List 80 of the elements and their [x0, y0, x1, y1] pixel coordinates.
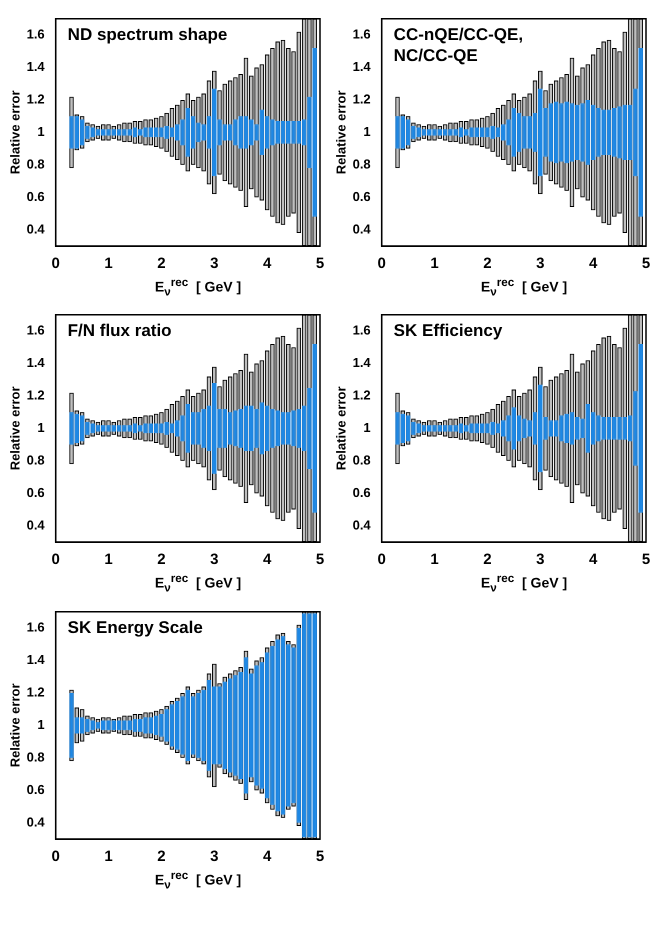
y-axis-title: Relative error [7, 386, 22, 471]
y-tick-label: 0.4 [352, 518, 372, 533]
y-tick-label: 1.4 [352, 59, 372, 74]
y-tick-label: 1.4 [26, 59, 46, 74]
y-axis-title: Relative error [333, 90, 348, 174]
x-tick-label: 4 [262, 848, 272, 866]
y-tick-label: 0.6 [352, 188, 371, 204]
y-tick-label: 0.8 [352, 452, 371, 468]
x-tick-label: 1 [104, 552, 113, 569]
y-tick-label: 1.2 [26, 684, 45, 700]
x-axis-title: E$_{ν}$$^{rec}$ [ GeV ] [480, 276, 568, 298]
y-tick-label: 0.6 [26, 188, 45, 204]
chart-title: F/N flux ratio [68, 321, 172, 340]
y-tick-label: 1.4 [26, 652, 46, 667]
x-tick-label: 2 [483, 552, 492, 569]
y-tick-label: 0.4 [26, 221, 46, 236]
x-tick-label: 0 [52, 552, 60, 569]
chart-title: SK Efficiency [394, 321, 503, 340]
x-tick-label: 4 [262, 255, 272, 272]
x-axis-title: E$_{ν}$$^{rec}$ [ GeV ] [154, 868, 242, 892]
x-tick-label: 2 [157, 552, 166, 569]
y-tick-label: 1.2 [352, 92, 371, 107]
x-tick-label: 0 [52, 848, 60, 866]
y-axis-title: Relative error [7, 683, 22, 768]
x-tick-label: 4 [588, 255, 598, 272]
x-tick-label: 0 [52, 255, 60, 272]
x-tick-label: 0 [378, 255, 386, 272]
y-axis-title: Relative error [333, 386, 348, 471]
x-axis-title: E$_{ν}$$^{rec}$ [ GeV ] [154, 276, 242, 298]
x-tick-label: 2 [483, 255, 492, 272]
y-tick-label: 1.6 [26, 26, 45, 42]
x-tick-label: 3 [536, 255, 544, 272]
y-tick-label: 1 [363, 420, 371, 436]
x-tick-label: 1 [104, 255, 113, 272]
y-tick-label: 0.6 [26, 782, 45, 797]
y-tick-label: 1.2 [26, 92, 45, 107]
y-tick-label: 1 [37, 124, 45, 139]
y-tick-label: 0.6 [26, 485, 45, 500]
y-tick-label: 1.6 [26, 620, 45, 635]
y-tick-label: 1.2 [352, 388, 371, 403]
x-tick-label: 3 [210, 255, 218, 272]
x-tick-label: 1 [430, 552, 439, 569]
y-tick-label: 1.6 [352, 323, 371, 338]
y-tick-label: 0.8 [26, 749, 45, 764]
y-tick-label: 0.6 [352, 485, 371, 500]
x-tick-label: 5 [316, 552, 324, 569]
y-tick-label: 1.4 [352, 356, 372, 371]
x-tick-label: 4 [262, 552, 272, 569]
x-tick-label: 2 [157, 848, 166, 866]
x-tick-label: 3 [210, 552, 218, 569]
x-tick-label: 5 [642, 255, 650, 272]
x-axis-title: E$_{ν}$$^{rec}$ [ GeV ] [480, 572, 568, 595]
y-tick-label: 1.6 [26, 323, 45, 338]
y-tick-label: 0.8 [26, 156, 45, 172]
y-tick-label: 1 [37, 420, 45, 436]
y-axis-title: Relative error [7, 90, 22, 174]
x-tick-label: 3 [536, 552, 544, 569]
y-tick-label: 0.4 [352, 221, 372, 236]
y-tick-label: 1.6 [352, 26, 371, 42]
y-tick-label: 1 [37, 716, 45, 732]
x-tick-label: 4 [588, 552, 598, 569]
x-axis-title: E$_{ν}$$^{rec}$ [ GeV ] [154, 572, 242, 595]
text: CC-nQE/CC-QE, NC/CC-QE [394, 24, 524, 65]
y-tick-label: 1.2 [26, 388, 45, 403]
x-tick-label: 1 [104, 848, 113, 866]
x-tick-label: 5 [642, 552, 650, 569]
y-tick-label: 1 [363, 124, 371, 139]
x-tick-label: 3 [210, 848, 218, 866]
x-tick-label: 0 [378, 552, 386, 569]
chart-title: SK Energy Scale [68, 618, 203, 637]
chart-title: ND spectrum shape [68, 24, 228, 44]
x-tick-label: 2 [157, 255, 166, 272]
y-tick-label: 1.4 [26, 356, 46, 371]
y-tick-label: 0.4 [26, 518, 46, 533]
x-tick-label: 5 [316, 848, 324, 866]
y-tick-label: 0.8 [352, 156, 371, 172]
x-tick-label: 5 [316, 255, 324, 272]
y-tick-label: 0.8 [26, 452, 45, 468]
x-tick-label: 1 [430, 255, 439, 272]
y-tick-label: 0.4 [26, 814, 46, 830]
